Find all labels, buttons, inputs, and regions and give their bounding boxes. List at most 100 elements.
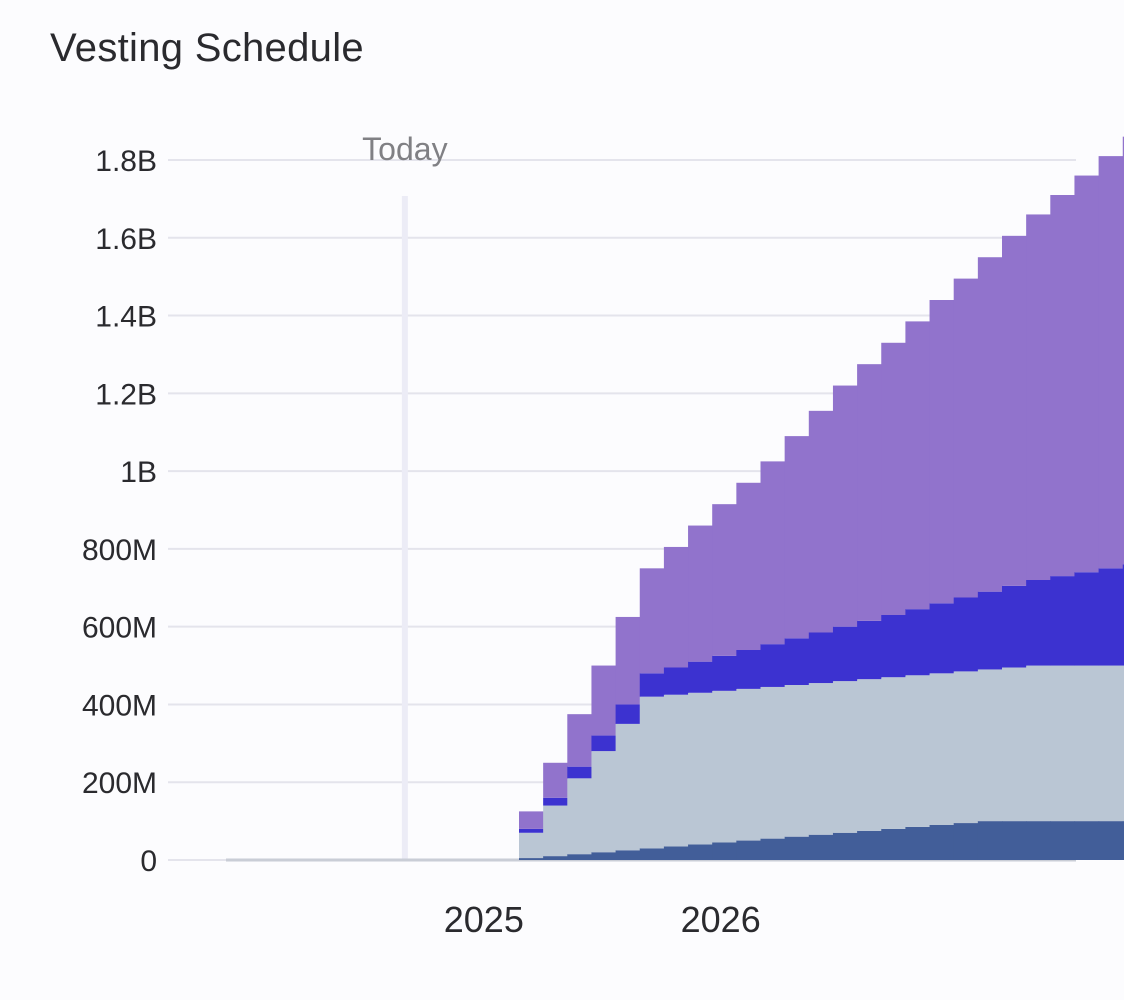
x-tick-label: 2025 [444,899,524,940]
area-step-segment [881,828,906,860]
area-step-segment [688,844,713,860]
area-step-segment [1026,665,1051,822]
area-step-segment [760,686,786,839]
area-step-segment [567,714,593,767]
area-step-segment [736,840,762,860]
area-step-segment [1122,821,1124,860]
area-step-segment [688,661,713,693]
area-step-segment [760,644,786,687]
area-step-segment [543,797,568,806]
area-step-segment [1098,156,1124,569]
area-step-segment [663,846,689,860]
area-step-segment [639,568,665,674]
area-step-segment [977,669,1003,822]
area-step-segment [929,603,955,674]
area-step-segment [663,667,689,695]
area-step-segment [808,632,834,684]
area-step-segment [881,615,906,678]
area-step-segment [663,694,689,847]
area-step-segment [591,735,617,752]
area-step-segment [543,856,568,860]
area-step-segment [1002,821,1027,860]
area-step-segment [832,832,858,860]
area-step-segment [784,836,810,860]
area-step-segment [1098,821,1124,860]
area-step-segment [905,609,931,676]
area-step-segment [977,821,1003,860]
area-step-segment [591,852,617,860]
stacked-areas [226,136,1124,862]
y-axis: 0 200M 400M 600M 800M 1B 1.2B 1.4B 1.6B 1.8B [82,145,157,878]
area-step-segment [1074,572,1100,666]
x-tick-label: 2026 [681,899,761,940]
area-step-segment [1050,195,1076,577]
y-tick-label: 1.8B [95,145,157,178]
area-step-segment [857,620,882,680]
chart-title: Vesting Schedule [50,26,364,70]
area-step-segment [1002,585,1027,668]
area-step-segment [1002,235,1027,586]
area-step-segment [1098,568,1124,666]
area-step-segment [615,704,641,724]
area-step-segment [977,257,1003,592]
area-step-segment [1050,821,1076,860]
area-step-segment [760,838,786,860]
area-step-segment [543,805,568,857]
area-step-segment [784,638,810,685]
y-tick-label: 400M [82,689,157,722]
area-step-segment [1026,214,1051,580]
y-tick-label: 800M [82,534,157,567]
area-step-segment [615,616,641,705]
area-step-segment [591,751,617,853]
y-tick-label: 1.6B [95,223,157,256]
area-step-segment [929,673,955,825]
area-step-segment [1122,564,1124,666]
area-step-segment [736,482,762,650]
area-step-segment [543,762,568,798]
area-step-segment [712,690,737,843]
area-step-segment [639,673,665,697]
area-step-segment [712,842,737,860]
area-step-segment [1122,136,1124,565]
y-tick-label: 600M [82,612,157,645]
area-step-segment [832,385,858,627]
area-step-segment [808,834,834,860]
area-step-segment [615,850,641,860]
area-step-segment [953,671,979,824]
area-step-segment [857,364,882,621]
area-step-segment [712,504,737,656]
area-step-segment [784,685,810,837]
area-step-segment [905,826,931,860]
area-step-segment [1050,665,1076,822]
area-step-segment [688,525,713,662]
area-step-segment [1074,821,1100,860]
y-tick-label: 0 [140,845,157,878]
y-tick-label: 1.2B [95,378,157,411]
area-step-segment [1002,667,1027,822]
area-step-segment [808,410,834,633]
area-step-segment [808,683,834,835]
area-step-segment [857,830,882,860]
area-step-segment [857,679,882,831]
area-step-segment [519,811,544,829]
area-step-segment [953,823,979,860]
area-step-segment [615,723,641,851]
area-step-segment [591,665,617,736]
area-step-segment [519,858,544,860]
area-step-segment [905,675,931,827]
area-step-segment [881,677,906,829]
area-step-segment [639,848,665,860]
area-step-segment [663,546,689,668]
area-step-segment [832,626,858,682]
area-step-segment [953,597,979,672]
area-step-segment [736,688,762,841]
area-step-segment [519,832,544,859]
area-step-segment [712,655,737,691]
y-tick-label: 1.4B [95,301,157,334]
area-step-segment [567,766,593,779]
x-axis: 2025 2026 [444,899,761,940]
area-step-segment [1122,665,1124,822]
area-step-segment [736,650,762,689]
y-tick-label: 200M [82,767,157,800]
